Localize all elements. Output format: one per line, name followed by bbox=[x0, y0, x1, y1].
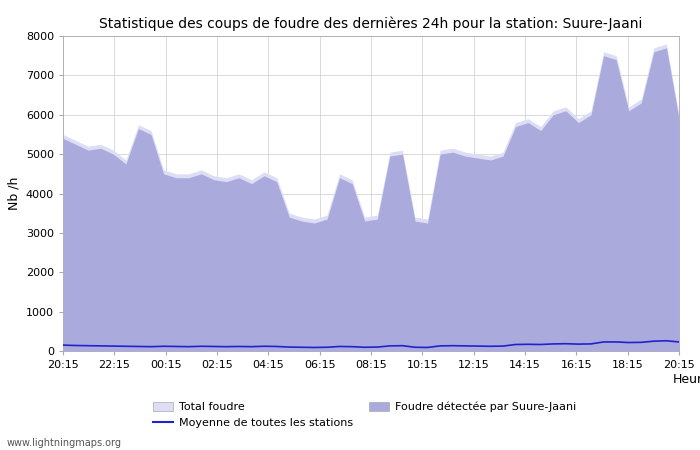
Y-axis label: Nb /h: Nb /h bbox=[7, 177, 20, 210]
Text: www.lightningmaps.org: www.lightningmaps.org bbox=[7, 438, 122, 448]
X-axis label: Heure: Heure bbox=[673, 373, 700, 386]
Title: Statistique des coups de foudre des dernières 24h pour la station: Suure-Jaani: Statistique des coups de foudre des dern… bbox=[99, 16, 643, 31]
Legend: Total foudre, Moyenne de toutes les stations, Foudre détectée par Suure-Jaani: Total foudre, Moyenne de toutes les stat… bbox=[148, 397, 581, 433]
